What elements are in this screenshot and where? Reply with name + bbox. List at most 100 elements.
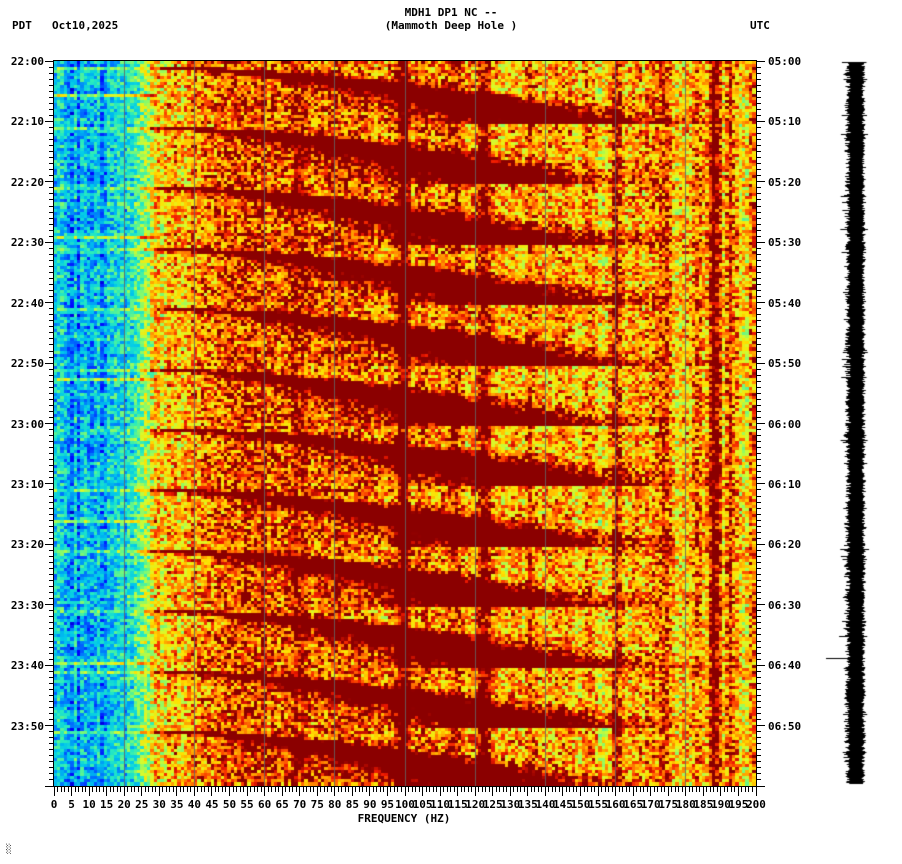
freq-tick-minor: [362, 787, 364, 792]
time-tick-major-right: [756, 120, 765, 122]
freq-tick-minor: [358, 787, 360, 792]
time-label-local-2340: 23:40: [10, 659, 44, 673]
freq-tick-minor: [548, 787, 550, 792]
freq-tick-minor: [64, 787, 66, 792]
spectrogram-plot[interactable]: [53, 60, 757, 787]
freq-tick-minor: [576, 787, 578, 792]
freq-tick-minor: [699, 787, 701, 792]
freq-tick-minor: [513, 787, 515, 792]
freq-tick-minor: [534, 787, 536, 792]
freq-tick-minor: [116, 787, 118, 792]
freq-tick-minor: [569, 787, 571, 792]
freq-tick-minor: [478, 787, 480, 792]
freq-tick-minor: [425, 787, 427, 792]
freq-tick-minor: [565, 787, 567, 792]
freq-tick-minor: [495, 787, 497, 792]
time-label-local-2210: 22:10: [10, 115, 44, 129]
freq-tick-minor: [618, 787, 620, 792]
freq-tick-minor: [151, 787, 153, 792]
time-label-utc-0610: 06:10: [768, 477, 802, 491]
freq-tick-minor: [376, 787, 378, 792]
time-tick-major-right: [756, 423, 765, 424]
freq-tick-minor: [186, 787, 188, 792]
freq-tick-minor: [344, 787, 346, 792]
freq-tick-minor: [155, 787, 157, 792]
freq-tick-minor: [274, 787, 276, 792]
time-label-utc-0540: 05:40: [768, 296, 802, 310]
freq-label-85: 85: [345, 798, 359, 811]
freq-tick-major: [193, 787, 195, 796]
freq-tick-minor: [408, 787, 409, 792]
time-tick-major-right: [756, 302, 765, 304]
freq-tick-major: [141, 787, 143, 796]
freq-label-185: 185: [693, 798, 714, 811]
freq-tick-minor: [179, 787, 181, 792]
freq-tick-major: [702, 787, 704, 796]
spectrogram-canvas: [54, 61, 756, 786]
freq-tick-minor: [74, 787, 76, 792]
freq-tick-minor: [695, 787, 697, 792]
freq-tick-major: [580, 787, 581, 796]
freq-tick-major: [632, 787, 634, 796]
freq-tick-minor: [221, 787, 223, 792]
freq-tick-minor: [285, 787, 287, 792]
freq-tick-minor: [130, 787, 132, 792]
freq-label-20: 20: [117, 798, 131, 811]
freq-tick-minor: [594, 787, 596, 792]
freq-tick-minor: [250, 787, 252, 792]
freq-tick-major: [369, 787, 371, 796]
freq-tick-minor: [67, 787, 69, 792]
freq-tick-major: [737, 787, 739, 796]
freq-tick-major: [88, 787, 90, 796]
freq-tick-minor: [320, 787, 322, 792]
freq-label-50: 50: [222, 798, 237, 811]
time-tick-major-right: [756, 241, 765, 243]
freq-tick-minor: [190, 787, 192, 792]
freq-tick-minor: [260, 787, 262, 792]
freq-tick-minor: [502, 787, 504, 792]
freq-tick-minor: [278, 787, 280, 792]
freq-tick-minor: [330, 787, 332, 792]
freq-tick-major: [299, 787, 301, 796]
timezone-label-left: PDT: [12, 19, 32, 32]
freq-tick-minor: [200, 787, 202, 792]
freq-tick-minor: [537, 787, 539, 792]
time-label-utc-0620: 06:20: [768, 538, 802, 552]
freq-label-70: 70: [293, 798, 307, 811]
freq-tick-major: [211, 787, 213, 796]
freq-label-150: 150: [570, 798, 591, 811]
freq-label-15: 15: [100, 798, 114, 811]
time-label-utc-0530: 05:30: [768, 236, 802, 250]
freq-tick-minor: [400, 787, 402, 792]
time-label-local-2220: 22:20: [10, 175, 44, 189]
freq-tick-major: [71, 787, 73, 796]
freq-tick-major: [316, 787, 318, 796]
freq-tick-minor: [706, 787, 708, 792]
freq-tick-minor: [523, 787, 525, 792]
freq-tick-minor: [467, 787, 469, 792]
freq-tick-major: [53, 787, 55, 796]
time-label-local-2250: 22:50: [10, 357, 44, 371]
freq-tick-minor: [530, 787, 532, 792]
freq-label-130: 130: [500, 798, 521, 811]
date-label: Oct10,2025: [52, 19, 119, 32]
freq-tick-minor: [520, 787, 522, 792]
freq-tick-minor: [60, 787, 62, 792]
freq-label-90: 90: [363, 798, 377, 811]
freq-tick-minor: [460, 787, 462, 792]
time-tick-major-right: [756, 785, 765, 787]
freq-tick-minor: [657, 787, 659, 792]
seismogram-trace-canvas: [820, 58, 902, 788]
freq-tick-major: [439, 787, 441, 796]
freq-tick-minor: [85, 787, 87, 792]
freq-label-55: 55: [240, 798, 254, 811]
freq-tick-minor: [713, 787, 715, 792]
freq-label-170: 170: [640, 798, 661, 811]
freq-tick-minor: [443, 787, 445, 792]
freq-tick-major: [685, 787, 687, 796]
freq-label-10: 10: [82, 798, 96, 811]
freq-tick-minor: [660, 787, 662, 792]
freq-tick-minor: [169, 787, 171, 792]
freq-tick-minor: [393, 787, 395, 792]
freq-label-140: 140: [535, 798, 556, 811]
